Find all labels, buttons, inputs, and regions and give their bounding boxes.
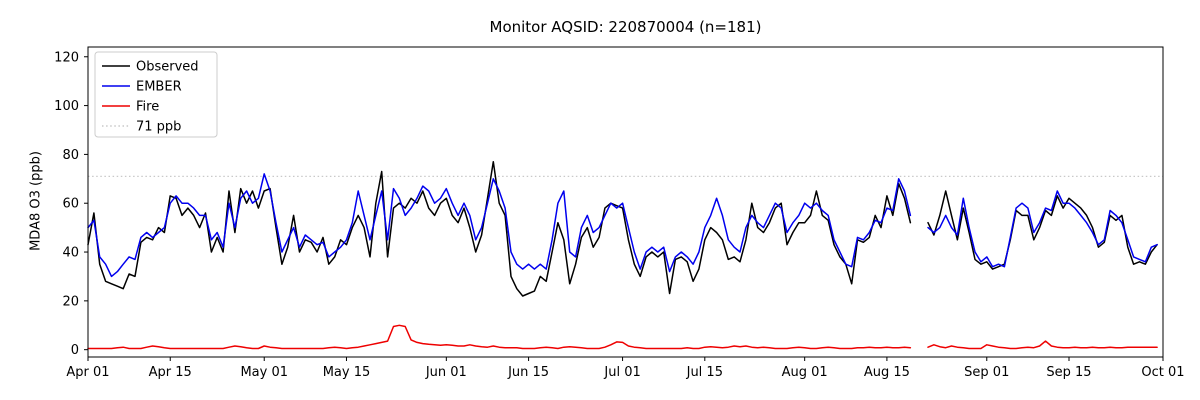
series-line-fire — [87, 324, 912, 350]
legend-box — [94, 51, 218, 138]
x-tick-label: Jun 01 — [425, 365, 467, 380]
series-line-ember — [927, 190, 1158, 268]
series-line-observed — [927, 190, 1158, 270]
legend-entry-label: Observed — [136, 60, 199, 75]
legend-entry-label: EMBER — [136, 80, 182, 95]
y-tick-label: 100 — [54, 99, 79, 114]
y-axis-label: MDA8 O3 (ppb) — [28, 151, 44, 251]
y-tick-label: 60 — [62, 197, 79, 212]
chart-title: Monitor AQSID: 220870004 (n=181) — [489, 18, 762, 36]
y-tick-label: 40 — [62, 246, 79, 261]
legend-entry-label: 71 ppb — [136, 120, 181, 135]
y-tick-label: 80 — [62, 148, 79, 163]
x-tick-label: Sep 15 — [1046, 365, 1091, 380]
x-tick-label: Apr 15 — [149, 365, 192, 380]
x-tick-label: Oct 01 — [1141, 365, 1184, 380]
series-line-observed — [87, 160, 912, 297]
y-tick-label: 120 — [54, 50, 79, 65]
x-tick-label: Aug 01 — [782, 365, 828, 380]
x-tick-label: Jun 15 — [507, 365, 549, 380]
x-tick-label: Apr 01 — [66, 365, 109, 380]
series-line-ember — [87, 173, 912, 278]
x-tick-label: May 01 — [240, 365, 288, 380]
axes-frame — [87, 46, 1164, 358]
x-tick-label: Sep 01 — [964, 365, 1009, 380]
y-tick-label: 20 — [62, 294, 79, 309]
x-tick-label: Jul 15 — [686, 365, 723, 380]
x-tick-label: May 15 — [323, 365, 371, 380]
legend-entry-label: Fire — [136, 100, 159, 115]
x-tick-label: Aug 15 — [864, 365, 910, 380]
y-tick-label: 0 — [71, 343, 79, 358]
series-line-fire — [927, 340, 1158, 350]
x-tick-label: Jul 01 — [603, 365, 640, 380]
